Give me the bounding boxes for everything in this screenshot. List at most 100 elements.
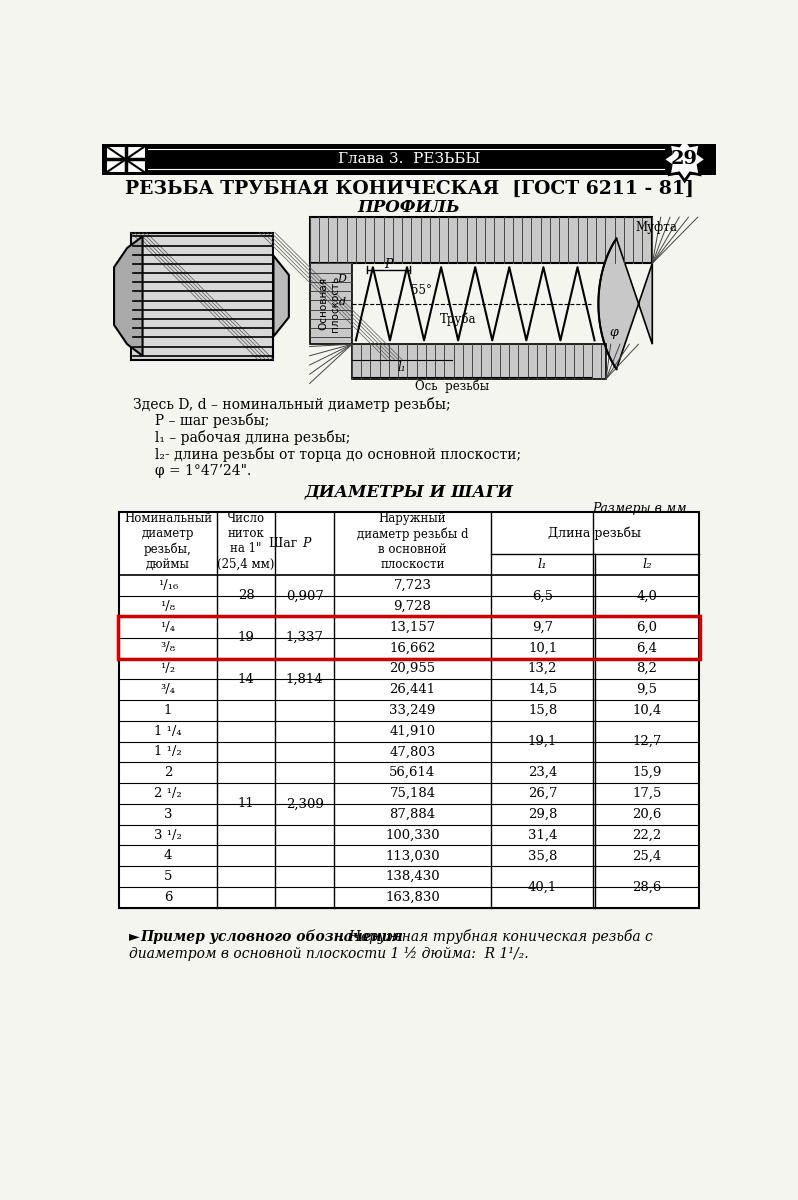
Text: 12,7: 12,7 <box>632 736 662 748</box>
Text: 2 ¹/₂: 2 ¹/₂ <box>154 787 182 800</box>
Text: Муфта: Муфта <box>635 221 678 234</box>
Text: l₁ – рабочая длина резьбы;: l₁ – рабочая длина резьбы; <box>132 431 350 445</box>
Text: l₂: l₂ <box>642 558 652 571</box>
Text: 17,5: 17,5 <box>632 787 662 800</box>
Text: 14: 14 <box>238 673 255 685</box>
Text: 0,907: 0,907 <box>286 589 323 602</box>
Text: Число
ниток
на 1"
(25,4 мм): Число ниток на 1" (25,4 мм) <box>217 512 275 570</box>
Text: Основная
плоскость: Основная плоскость <box>319 276 341 332</box>
Bar <box>101 144 717 175</box>
Text: 31,4: 31,4 <box>528 828 557 841</box>
Text: ¹/₂: ¹/₂ <box>160 662 176 676</box>
Text: ³/₄: ³/₄ <box>160 683 176 696</box>
Text: ДИАМЕТРЫ И ШАГИ: ДИАМЕТРЫ И ШАГИ <box>305 484 513 500</box>
Text: Шаг: Шаг <box>269 538 301 550</box>
Text: ¹/₄: ¹/₄ <box>160 620 176 634</box>
Text: ПРОФИЛЬ: ПРОФИЛЬ <box>358 199 460 216</box>
Text: 4: 4 <box>164 850 172 863</box>
Text: 11: 11 <box>238 797 255 810</box>
Bar <box>310 263 352 344</box>
Text: 15,9: 15,9 <box>632 767 662 779</box>
Text: 23,4: 23,4 <box>528 767 557 779</box>
Bar <box>310 217 652 263</box>
Text: 29,8: 29,8 <box>528 808 557 821</box>
Text: l₂- длина резьбы от торца до основной плоскости;: l₂- длина резьбы от торца до основной пл… <box>132 448 520 462</box>
Text: 26,7: 26,7 <box>527 787 557 800</box>
Text: 163,830: 163,830 <box>385 890 440 904</box>
Text: 6: 6 <box>164 890 172 904</box>
Text: ¹/₁₆: ¹/₁₆ <box>158 580 178 592</box>
Text: 56,614: 56,614 <box>389 767 436 779</box>
Text: Наружный
диаметр резьбы d
в основной
плоскости: Наружный диаметр резьбы d в основной пло… <box>357 512 468 571</box>
Text: 29: 29 <box>671 150 698 168</box>
Text: 47,803: 47,803 <box>389 745 436 758</box>
Text: d: d <box>338 296 346 307</box>
Text: 26,441: 26,441 <box>389 683 436 696</box>
Text: 10,1: 10,1 <box>528 642 557 654</box>
Text: 16,662: 16,662 <box>389 642 436 654</box>
Text: 113,030: 113,030 <box>385 850 440 863</box>
Text: ³/₈: ³/₈ <box>160 642 176 654</box>
Text: 6,5: 6,5 <box>532 589 553 602</box>
Text: 35,8: 35,8 <box>528 850 557 863</box>
Text: Длина резьбы: Длина резьбы <box>548 526 642 540</box>
Text: 13,2: 13,2 <box>528 662 557 676</box>
Text: 1: 1 <box>164 704 172 716</box>
Text: диаметром в основной плоскости 1 ½ дюйма:  R 1¹/₂.: диаметром в основной плоскости 1 ½ дюйма… <box>128 947 528 960</box>
Text: 75,184: 75,184 <box>389 787 436 800</box>
Text: l₁: l₁ <box>538 558 547 571</box>
Text: . Наружная трубная коническая резьба с: . Наружная трубная коническая резьба с <box>341 929 654 944</box>
Text: 1,814: 1,814 <box>286 673 323 685</box>
Text: 40,1: 40,1 <box>528 881 557 894</box>
Text: 25,4: 25,4 <box>632 850 662 863</box>
Text: D: D <box>338 274 346 283</box>
Text: 28: 28 <box>238 589 255 602</box>
Text: Здесь D, d – номинальный диаметр резьбы;: Здесь D, d – номинальный диаметр резьбы; <box>132 396 450 412</box>
Text: 9,5: 9,5 <box>636 683 658 696</box>
Text: 13,157: 13,157 <box>389 620 436 634</box>
Text: Труба: Труба <box>440 312 476 326</box>
Text: ►: ► <box>128 929 140 943</box>
Text: 9,7: 9,7 <box>532 620 553 634</box>
Text: φ = 1°47’24".: φ = 1°47’24". <box>132 464 251 479</box>
Polygon shape <box>598 239 652 370</box>
Bar <box>105 145 145 173</box>
Text: 3 ¹/₂: 3 ¹/₂ <box>154 828 182 841</box>
Text: 6,4: 6,4 <box>636 642 658 654</box>
Text: 10,4: 10,4 <box>632 704 662 716</box>
Text: ¹/₈: ¹/₈ <box>160 600 176 613</box>
Text: P: P <box>302 538 310 550</box>
Bar <box>352 344 606 379</box>
Text: 138,430: 138,430 <box>385 870 440 883</box>
Text: 19,1: 19,1 <box>528 736 557 748</box>
Text: 19: 19 <box>238 631 255 644</box>
Bar <box>131 233 274 360</box>
Text: 20,955: 20,955 <box>389 662 436 676</box>
Text: 22,2: 22,2 <box>632 828 662 841</box>
Text: 28,6: 28,6 <box>632 881 662 894</box>
Text: 100,330: 100,330 <box>385 828 440 841</box>
Text: 87,884: 87,884 <box>389 808 436 821</box>
Text: l₁: l₁ <box>397 361 406 373</box>
Text: 6,0: 6,0 <box>636 620 658 634</box>
Text: РЕЗЬБА ТРУБНАЯ КОНИЧЕСКАЯ  [ГОСТ 6211 - 81]: РЕЗЬБА ТРУБНАЯ КОНИЧЕСКАЯ [ГОСТ 6211 - 8… <box>124 180 693 198</box>
Text: 20,6: 20,6 <box>632 808 662 821</box>
Text: Номинальный
диаметр
резьбы,
дюймы: Номинальный диаметр резьбы, дюймы <box>124 512 212 571</box>
Polygon shape <box>663 138 706 181</box>
Text: Размеры в мм: Размеры в мм <box>592 503 687 516</box>
Text: 2: 2 <box>164 767 172 779</box>
Text: 1 ¹/₄: 1 ¹/₄ <box>154 725 182 738</box>
Text: 1,337: 1,337 <box>286 631 324 644</box>
Text: P – шаг резьбы;: P – шаг резьбы; <box>132 414 269 428</box>
Polygon shape <box>274 256 289 336</box>
Text: 5: 5 <box>164 870 172 883</box>
Text: 4,0: 4,0 <box>637 589 658 602</box>
Text: Пример условного обозначения: Пример условного обозначения <box>140 929 403 944</box>
Text: 41,910: 41,910 <box>389 725 436 738</box>
Text: 7,723: 7,723 <box>393 580 432 592</box>
Text: 33,249: 33,249 <box>389 704 436 716</box>
Text: 9,728: 9,728 <box>393 600 432 613</box>
Text: Глава 3.  РЕЗЬБЫ: Глава 3. РЕЗЬБЫ <box>338 152 480 167</box>
Text: Ось  резьбы: Ось резьбы <box>415 379 489 392</box>
Polygon shape <box>114 236 143 355</box>
